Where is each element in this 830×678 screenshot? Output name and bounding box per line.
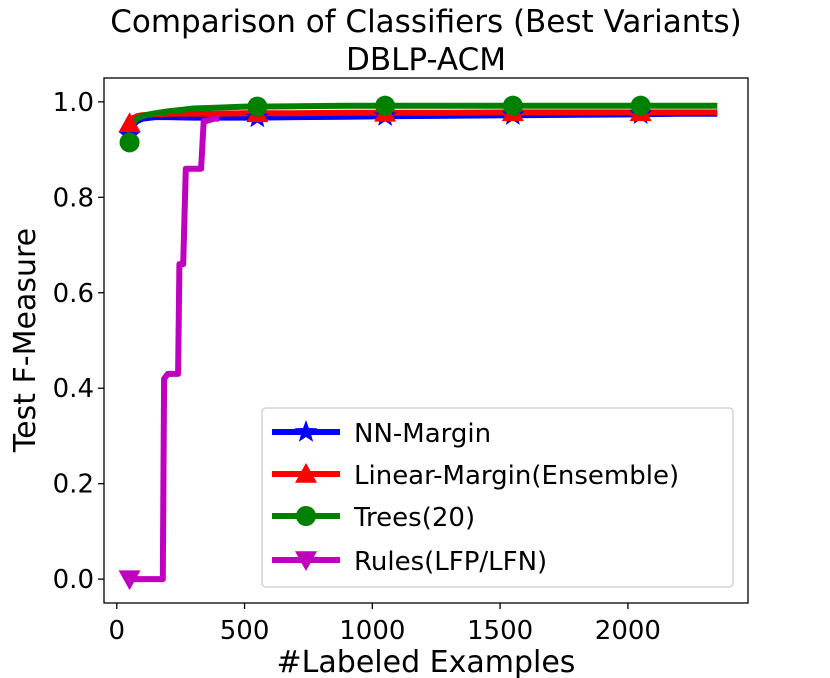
legend-marker-0: [294, 420, 318, 442]
chart-title: Comparison of Classifiers (Best Variants…: [110, 4, 742, 40]
legend-label-2: Trees(20): [353, 503, 475, 533]
x-tick-label-4: 2000: [595, 616, 661, 646]
series-2-marker-2: [375, 95, 396, 116]
chart-subtitle: DBLP-ACM: [346, 42, 506, 78]
series-3-marker-0: [118, 570, 141, 591]
series-2-marker-3: [502, 95, 523, 116]
legend-label-0: NN-Margin: [354, 419, 491, 449]
legend-label-3: Rules(LFP/LFN): [354, 547, 547, 577]
legend-box: [261, 407, 734, 588]
series-line-3: [129, 115, 219, 583]
y-tick-label-3: 0.6: [53, 279, 94, 309]
series-2-marker-1: [247, 96, 268, 117]
legend-marker-2: [296, 506, 316, 526]
legend: NN-Margin Linear-Margin(Ensemble) Trees(20…: [261, 407, 734, 588]
series-2-marker-4: [630, 95, 651, 116]
x-tick-label-1: 500: [220, 616, 270, 646]
y-tick-label-5: 1.0: [53, 88, 94, 118]
legend-marker-1: [295, 463, 317, 483]
series-2-marker-0: [119, 132, 140, 153]
y-axis-label: Test F-Measure: [8, 228, 43, 453]
y-tick-label-2: 0.4: [53, 374, 94, 404]
x-tick-label-2: 1000: [339, 616, 405, 646]
x-tick-label-0: 0: [109, 616, 126, 646]
y-tick-label-0: 0.0: [53, 565, 94, 595]
y-tick-label-4: 0.8: [53, 183, 94, 213]
axes-frame: [103, 77, 749, 604]
markers-layer: [118, 95, 653, 591]
y-tick-label-1: 0.2: [53, 470, 94, 500]
x-axis-label: #Labeled Examples: [277, 645, 576, 678]
axes-layer: 0 500 1000 1500 2000 0.0 0.2 0.4 0.6 0.8 1.0: [53, 77, 749, 646]
legend-marker-3: [295, 551, 317, 571]
x-tick-label-3: 1500: [467, 616, 533, 646]
series-line-2: [126, 102, 718, 143]
legend-label-1: Linear-Margin(Ensemble): [354, 461, 679, 491]
series-1-marker-0: [118, 112, 141, 133]
